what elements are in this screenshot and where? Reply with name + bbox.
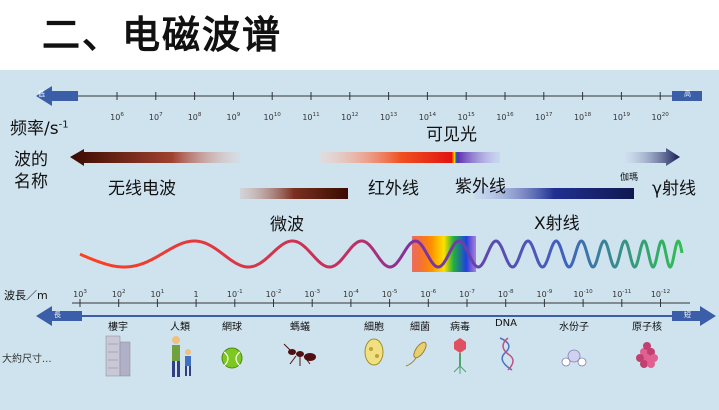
xray-band-bar [474, 188, 634, 199]
visible-label: 可见光 [426, 125, 477, 145]
building-icon [105, 335, 131, 377]
water-molecule-icon [561, 349, 587, 367]
wavelength-label: 波長／m [4, 289, 48, 302]
frequency-tick-label: 1016 [496, 112, 514, 122]
cell-icon [364, 338, 384, 366]
frequency-tick-label: 1017 [535, 112, 553, 122]
wavelength-tick-label: 10-11 [612, 289, 632, 299]
object-label: 細菌 [410, 322, 430, 333]
nucleus-icon [636, 342, 658, 368]
wavelength-tick-label: 10-3 [304, 289, 320, 299]
frequency-tick-label: 1013 [380, 112, 398, 122]
uv-band-bar [458, 152, 500, 163]
virus-icon [453, 338, 467, 374]
bacteria-icon [405, 341, 427, 367]
electromagnetic-wave [79, 239, 684, 269]
wavelength-tick-label: 10-12 [651, 289, 670, 299]
low-label: 低 [38, 90, 45, 98]
wavelength-tick-label: 10-1 [227, 289, 243, 299]
frequency-tick-label: 1019 [613, 112, 631, 122]
frequency-tick-label: 108 [188, 112, 202, 122]
wavelength-tick-label: 10-5 [382, 289, 398, 299]
long-arrow [36, 306, 82, 326]
wavelength-tick-label: 103 [73, 289, 87, 299]
gamma-small-label: 伽瑪 [620, 173, 639, 183]
frequency-label: 频率/s-1 [10, 119, 69, 139]
object-label: 細胞 [364, 322, 384, 333]
xray-label: X射线 [534, 214, 580, 234]
frequency-tick-label: 1014 [419, 112, 437, 122]
wavelength-tick-label: 10-8 [498, 289, 514, 299]
gamma-label: γ射线 [652, 179, 697, 199]
frequency-tick-label: 1011 [302, 112, 320, 122]
wavelength-tick-label: 101 [151, 289, 165, 299]
object-label: 樓宇 [108, 322, 128, 333]
frequency-tick-label: 1010 [264, 112, 282, 122]
object-label: 原子核 [632, 322, 662, 333]
high-arrow [672, 91, 702, 101]
frequency-tick-label: 106 [110, 112, 124, 122]
infrared-band-bar [320, 152, 455, 163]
object-label: 網球 [222, 322, 242, 333]
infrared-label: 红外线 [368, 179, 419, 199]
tennis-ball-icon [221, 347, 243, 369]
short-arrow [672, 306, 716, 326]
wavelength-tick-label: 10-9 [537, 289, 553, 299]
wave-name-label: 波的 名称 [14, 150, 48, 192]
frequency-tick-label: 107 [149, 112, 163, 122]
frequency-tick-label: 1015 [458, 112, 476, 122]
frequency-tick-label: 109 [227, 112, 241, 122]
ant-icon [283, 343, 316, 366]
gamma-band-bar [625, 148, 680, 166]
high-label: 高 [684, 90, 691, 98]
wavelength-tick-label: 10-6 [420, 289, 436, 299]
microwave-label: 微波 [270, 215, 304, 235]
wavelength-tick-label: 10-7 [459, 289, 475, 299]
radio-label: 无线电波 [108, 179, 176, 199]
low-arrow [36, 86, 78, 106]
size-label: 大約尺寸... [2, 354, 52, 365]
object-label: 水份子 [559, 322, 589, 333]
wavelength-tick-label: 102 [112, 289, 126, 299]
visible-band-bar [452, 152, 458, 163]
dna-icon [499, 337, 514, 371]
uv-label: 紫外线 [455, 177, 506, 197]
object-label: DNA [494, 318, 518, 329]
frequency-tick-label: 1020 [652, 112, 670, 122]
frequency-ticks: 106 107 108 109 1010 1011 1012 1013 1014 1015 1016… [110, 92, 669, 122]
short-label: 短 [684, 311, 691, 319]
wavelength-ticks: 103 102 101 1 10-1 10-2 10-3 10-4 10-5 10-6 10-7 10… [73, 289, 670, 307]
visible-spectrum-block [412, 236, 476, 272]
people-icon [172, 336, 191, 377]
object-label: 人類 [170, 322, 190, 333]
object-label: 病毒 [450, 322, 470, 333]
frequency-tick-label: 1018 [574, 112, 592, 122]
long-label: 長 [54, 311, 61, 319]
wavelength-tick-label: 1 [194, 290, 199, 299]
wavelength-tick-label: 10-2 [266, 289, 282, 299]
frequency-tick-label: 1012 [341, 112, 358, 122]
object-label: 螞蟻 [290, 322, 310, 333]
page-title: 二、电磁波谱 [42, 13, 283, 57]
wavelength-tick-label: 10-10 [573, 289, 593, 299]
radio-band-bar [70, 149, 240, 166]
wavelength-tick-label: 10-4 [343, 289, 359, 299]
microwave-band-bar [240, 188, 348, 199]
